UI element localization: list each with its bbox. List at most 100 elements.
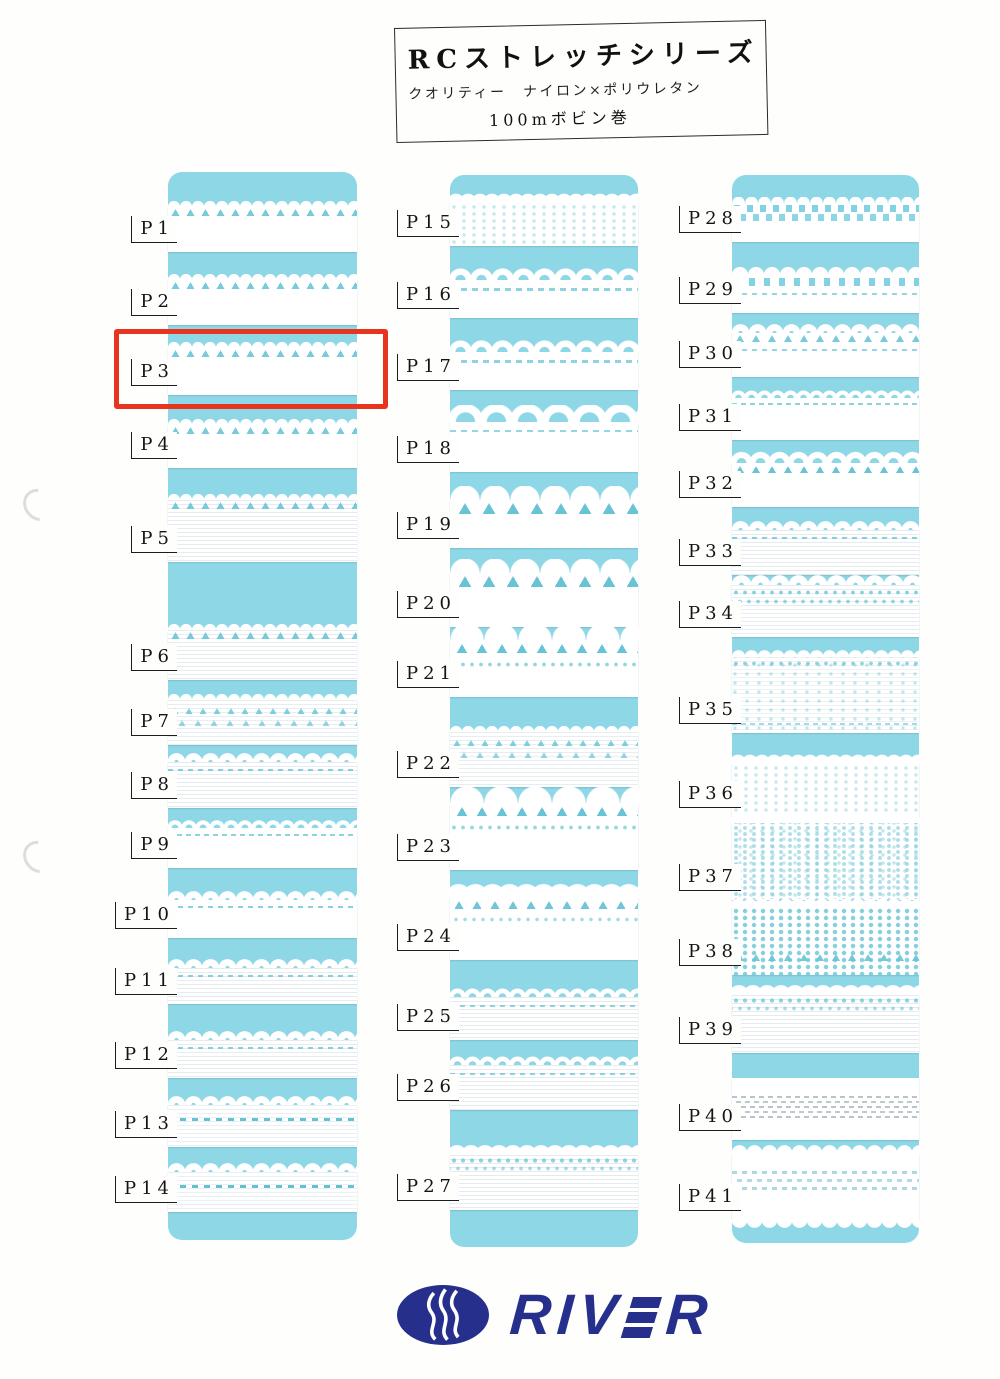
sample-label-P34: P34	[678, 601, 741, 628]
lace-sample-P35	[732, 650, 919, 733]
lace-sample-P38	[732, 897, 919, 975]
lace-sample-P32	[732, 451, 919, 507]
punch-hole-1	[16, 482, 62, 528]
sample-label-P3: P3	[131, 359, 177, 386]
lace-sample-P26	[450, 1056, 638, 1110]
lace-sample-P34	[732, 575, 919, 637]
lace-sample-P11	[168, 959, 357, 1004]
lace-sample-P10	[168, 891, 357, 938]
sample-label-P6: P6	[131, 644, 177, 671]
lace-sample-P5	[168, 494, 357, 562]
sample-label-P35: P35	[678, 697, 741, 724]
sample-label-P1: P1	[131, 216, 177, 243]
sample-label-P37: P37	[678, 864, 741, 891]
sample-label-P28: P28	[678, 206, 741, 233]
logo-letter-R: R	[507, 1282, 554, 1347]
sample-label-P4: P4	[131, 432, 177, 459]
lace-sample-P25	[450, 988, 638, 1040]
lace-sample-P18	[450, 405, 638, 472]
sample-label-P16: P16	[396, 282, 459, 309]
lace-sample-P24	[450, 881, 638, 960]
logo-letter-V: V	[576, 1282, 620, 1347]
lace-sample-P21	[450, 624, 638, 697]
lace-sample-P19	[450, 486, 638, 548]
quality-line: クオリティー ナイロン×ポリウレタン	[408, 80, 703, 103]
lace-sample-P33	[732, 521, 919, 575]
sample-label-P18: P18	[396, 436, 459, 463]
lace-sample-P2	[168, 274, 357, 325]
sample-label-P13: P13	[114, 1111, 177, 1138]
sample-label-P9: P9	[131, 832, 177, 859]
sample-label-P21: P21	[396, 661, 459, 688]
sample-label-P11: P11	[114, 968, 177, 995]
sample-label-P39: P39	[678, 1017, 741, 1044]
lace-sample-P9	[168, 820, 357, 868]
sample-label-P25: P25	[396, 1004, 459, 1031]
lace-sample-P36	[732, 753, 919, 817]
sample-label-P12: P12	[114, 1042, 177, 1069]
sample-label-P2: P2	[131, 289, 177, 316]
sample-label-P41: P41	[678, 1184, 741, 1211]
sample-card-2: P15 P16 P17 P18 P19 P20 P21 P22 P23 P24 P25 P26 P27	[396, 175, 638, 1247]
sample-label-P24: P24	[396, 924, 459, 951]
winding-line: 100mボビン巻	[488, 107, 631, 130]
sample-label-P14: P14	[114, 1176, 177, 1203]
lace-sample-P30	[732, 324, 919, 377]
sample-label-P5: P5	[131, 526, 177, 553]
river-logo-mark	[397, 1285, 489, 1345]
series-title: RCストレッチシリーズ	[407, 38, 760, 76]
lace-sample-P40	[732, 1078, 919, 1140]
sample-label-P10: P10	[114, 902, 177, 929]
sample-label-P7: P7	[131, 709, 177, 736]
sample-label-P38: P38	[678, 939, 741, 966]
lace-sample-P14	[168, 1163, 357, 1212]
lace-sample-P8	[168, 753, 357, 808]
sample-label-P17: P17	[396, 354, 459, 381]
sample-label-P27: P27	[396, 1174, 459, 1201]
lace-sample-P16	[450, 268, 638, 318]
lace-sample-P12	[168, 1031, 357, 1078]
lace-sample-P6	[168, 624, 357, 680]
lace-sample-P39	[732, 983, 919, 1053]
lace-sample-P3	[168, 342, 357, 395]
lace-sample-P22	[450, 726, 638, 787]
lace-sample-P28	[732, 197, 919, 242]
lace-sample-P1	[168, 201, 357, 252]
lace-sample-P37	[732, 811, 919, 900]
sample-label-P20: P20	[396, 591, 459, 618]
sample-card-3: P28 P29 P30 P31 P32 P33 P34 P35 P36 P37 P38 P39 P40 P…	[678, 175, 919, 1243]
logo-letter-E	[620, 1296, 663, 1337]
sample-label-P19: P19	[396, 512, 459, 539]
punch-hole-2	[16, 834, 62, 880]
sample-label-P40: P40	[678, 1104, 741, 1131]
lace-sample-P4	[168, 419, 357, 468]
lace-sample-P41	[732, 1145, 919, 1228]
logo-letter-R: R	[663, 1282, 710, 1347]
lace-sample-P27	[450, 1143, 638, 1210]
sample-label-P33: P33	[678, 539, 741, 566]
sample-label-P15: P15	[396, 210, 459, 237]
lace-sample-P15	[450, 192, 638, 246]
sample-label-P22: P22	[396, 751, 459, 778]
lace-sample-P31	[732, 390, 919, 440]
lace-sample-P7	[168, 694, 357, 745]
header-box: RCストレッチシリーズ クオリティー ナイロン×ポリウレタン 100mボビン巻	[394, 19, 769, 143]
lace-sample-P29	[732, 267, 919, 313]
lace-sample-P20	[450, 559, 638, 627]
sample-card-1: P1 P2 P3 P4 P5 P6 P7 P8 P9 P10 P11 P12 P13 P14	[114, 172, 357, 1240]
sample-label-P32: P32	[678, 471, 741, 498]
sample-label-P31: P31	[678, 404, 741, 431]
lace-sample-P13	[168, 1096, 357, 1147]
logo-letter-I: I	[554, 1282, 576, 1347]
lace-sample-P17	[450, 340, 638, 390]
sample-label-P26: P26	[396, 1074, 459, 1101]
sample-label-P30: P30	[678, 341, 741, 368]
sample-label-P36: P36	[678, 781, 741, 808]
sample-label-P23: P23	[396, 834, 459, 861]
lace-sample-P23	[450, 787, 638, 870]
sample-label-P29: P29	[678, 277, 741, 304]
sample-label-P8: P8	[131, 772, 177, 799]
